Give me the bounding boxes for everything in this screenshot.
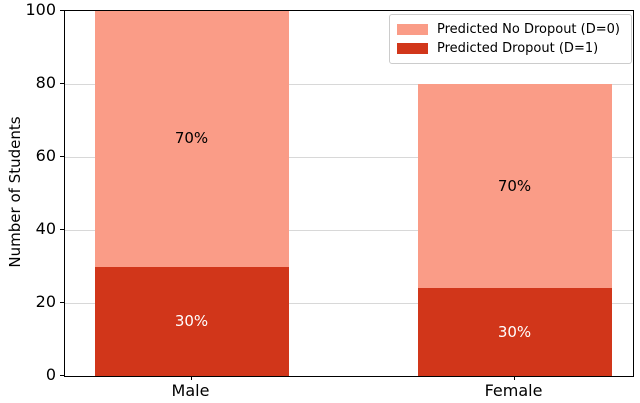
y-axis-label: Number of Students [6,116,24,268]
gridline-y80 [65,84,633,85]
legend: Predicted No Dropout (D=0) Predicted Drop… [389,14,632,64]
legend-swatch-icon [397,43,428,54]
y-tick-mark-0 [60,375,64,376]
y-tick-label-40: 40 [35,219,56,238]
legend-label: Predicted No Dropout (D=0) [437,22,620,37]
legend-label: Predicted Dropout (D=1) [437,41,599,56]
y-tick-mark-40 [60,229,64,230]
segment-percent-label: 70% [174,129,209,148]
y-tick-mark-100 [60,10,64,11]
legend-swatch-icon [397,24,428,35]
segment-percent-label: 70% [497,176,532,195]
gridline-y40 [65,230,633,231]
y-tick-label-20: 20 [35,292,56,311]
x-tick-mark-female [513,376,515,380]
legend-row-1: Predicted Dropout (D=1) [397,39,623,58]
legend-row-0: Predicted No Dropout (D=0) [397,20,623,39]
bar-male-no-dropout: 70% [94,11,289,267]
segment-percent-label: 30% [174,311,209,330]
x-tick-label-male: Male [171,381,210,400]
y-tick-mark-20 [60,302,64,303]
y-tick-label-100: 100 [25,0,56,19]
segment-percent-label: 30% [497,322,532,341]
y-tick-label-60: 60 [35,146,56,165]
bar-female-dropout: 30% [417,288,612,376]
plot-area: 30% 70% 30% 70% [64,10,634,377]
gridline-y60 [65,157,633,158]
y-tick-label-80: 80 [35,73,56,92]
bar-male-dropout: 30% [94,266,289,376]
y-tick-mark-60 [60,156,64,157]
x-tick-mark-male [190,376,192,380]
y-tick-label-0: 0 [45,365,56,384]
bar-female-no-dropout: 70% [417,84,612,289]
gridline-y20 [65,303,633,304]
x-tick-label-female: Female [484,381,543,400]
y-tick-mark-80 [60,83,64,84]
